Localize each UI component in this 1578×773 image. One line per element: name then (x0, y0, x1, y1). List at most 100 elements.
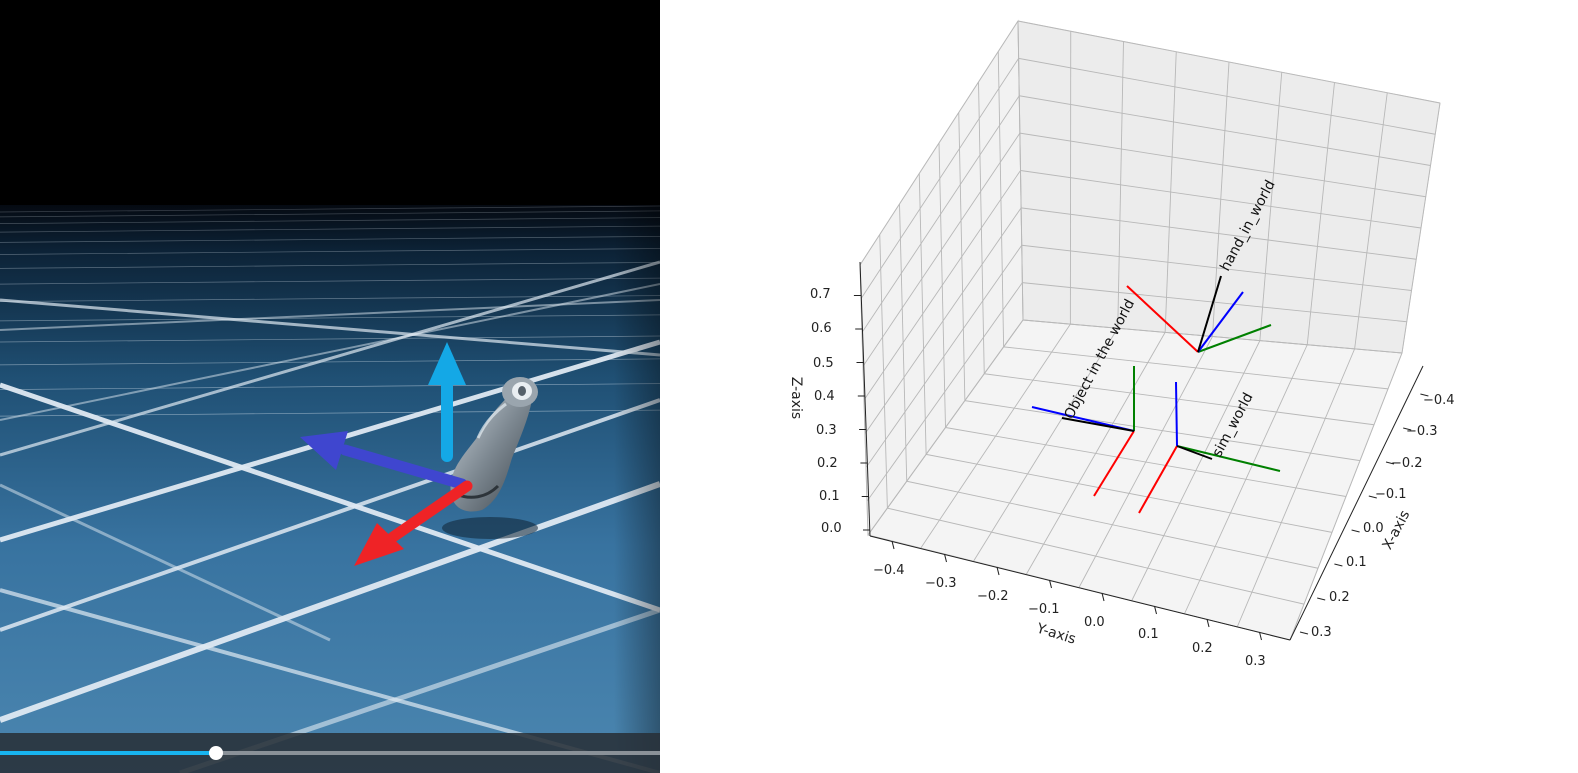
sim-z-axis (1175, 381, 1178, 447)
z-tick: 0.4 (814, 389, 835, 404)
y-tick: −0.3 (925, 576, 957, 591)
x-tick: 0.1 (1346, 555, 1367, 570)
object-x-axis (1093, 430, 1135, 497)
grid-line (1018, 57, 1436, 135)
hand-z-axis (1197, 291, 1244, 353)
tick-mark (1154, 605, 1157, 615)
grid-line (860, 58, 1020, 299)
simulation-scene (0, 0, 660, 773)
x-tick-labels: −0.4 −0.3 −0.2 −0.1 0.0 0.1 0.2 0.3 (1311, 393, 1455, 640)
tick-mark (1334, 563, 1343, 567)
left-arrow-shaft (339, 444, 468, 490)
z-tick: 0.3 (816, 423, 837, 438)
y-tick: 0.3 (1245, 654, 1266, 669)
sim-label-line (1176, 445, 1213, 460)
tick-mark (1101, 592, 1105, 602)
hand-y-axis (1197, 324, 1272, 353)
plot-3d-canvas: 0.7 0.6 0.5 0.4 0.3 0.2 0.1 0.0 −0.4 −0.… (788, 19, 1455, 669)
video-progress-fill (0, 751, 216, 755)
tick-mark (1420, 393, 1429, 397)
grid-line (945, 427, 1347, 497)
z-axis-line (859, 261, 871, 537)
tick-mark (1385, 461, 1395, 465)
tick-mark (1317, 597, 1326, 601)
video-scrubber-handle[interactable] (208, 746, 223, 760)
x-tick: −0.4 (1423, 393, 1455, 408)
z-tick: 0.7 (810, 287, 831, 302)
left-arrow-head (300, 431, 348, 470)
grid-line (1306, 82, 1335, 345)
simulation-viewport[interactable] (0, 0, 660, 773)
tick-mark (944, 553, 947, 563)
tick-mark (891, 540, 895, 550)
y-tick: 0.1 (1138, 627, 1159, 642)
grid-line (997, 51, 1005, 347)
y-tick: 0.0 (1084, 615, 1105, 630)
tick-mark (1299, 631, 1309, 635)
grid-line (1017, 20, 1024, 321)
hand-shadow (442, 517, 538, 539)
tick-mark (1368, 495, 1377, 499)
x-tick: 0.2 (1329, 590, 1350, 605)
grid-line (984, 373, 1375, 426)
forward-arrow-head (354, 523, 404, 566)
y-tick-labels: −0.4 −0.3 −0.2 −0.1 0.0 0.1 0.2 0.3 (873, 563, 1266, 669)
grid-line (938, 142, 946, 428)
grid-line (861, 95, 1020, 333)
z-tick: 0.6 (811, 321, 832, 336)
grid-line (1019, 132, 1426, 198)
grid-line (1236, 348, 1356, 628)
robot-hand (450, 377, 538, 512)
z-tick: 0.2 (817, 456, 838, 471)
back-pane (1017, 20, 1441, 354)
video-progress-bar[interactable] (0, 746, 660, 760)
y-tick: −0.4 (873, 563, 905, 578)
y-tick: −0.1 (1028, 602, 1060, 617)
x-tick: −0.1 (1375, 487, 1407, 502)
x-axis-line (1289, 365, 1424, 641)
z-tick: 0.0 (821, 521, 842, 536)
hand-x-axis (1126, 285, 1199, 353)
z-axis-label: Z-axis (788, 377, 804, 419)
grid-line (1022, 319, 1403, 354)
hand-label-line (1197, 275, 1222, 353)
grid-line (1184, 344, 1308, 614)
z-tick: 0.1 (819, 489, 840, 504)
sim-x-axis (1138, 445, 1178, 514)
forward-arrow-shaft (387, 480, 473, 543)
plot-grid (859, 20, 1441, 641)
tick-mark (1351, 529, 1360, 533)
video-controls (0, 733, 660, 773)
grid-line (1259, 72, 1283, 341)
z-tick: 0.5 (813, 356, 834, 371)
y-tick: −0.2 (977, 589, 1009, 604)
x-tick: 0.3 (1311, 625, 1332, 640)
tick-mark (1206, 618, 1210, 628)
grid-line (1289, 352, 1403, 641)
grid-line (1017, 20, 1441, 104)
grid-line (964, 400, 1361, 462)
object-label-line (1061, 417, 1135, 432)
tick-mark (996, 566, 1000, 576)
grid-line (1354, 92, 1388, 349)
sim-y-axis (1176, 445, 1281, 472)
grid-line (1212, 61, 1230, 337)
grid-line (862, 132, 1021, 367)
grid-line (1131, 340, 1261, 601)
x-tick: −0.2 (1391, 456, 1423, 471)
x-tick: −0.3 (1406, 424, 1438, 439)
tick-mark (1403, 427, 1412, 431)
frame-arrows (300, 342, 473, 566)
x-tick: 0.0 (1363, 521, 1384, 536)
tick-mark (1049, 579, 1052, 589)
grid-line (978, 81, 985, 374)
y-tick: 0.2 (1192, 641, 1213, 656)
grid-line (1003, 346, 1389, 390)
frames-3d-plot: 0.7 0.6 0.5 0.4 0.3 0.2 0.1 0.0 −0.4 −0.… (660, 0, 1578, 773)
y-axis-line (869, 535, 1291, 641)
y-axis-label: Y-axis (1034, 620, 1078, 647)
z-tick-labels: 0.7 0.6 0.5 0.4 0.3 0.2 0.1 0.0 (810, 287, 842, 536)
x-axis-label: X-axis (1380, 508, 1414, 553)
grid-line (1019, 95, 1431, 166)
grid-line (859, 20, 1019, 266)
